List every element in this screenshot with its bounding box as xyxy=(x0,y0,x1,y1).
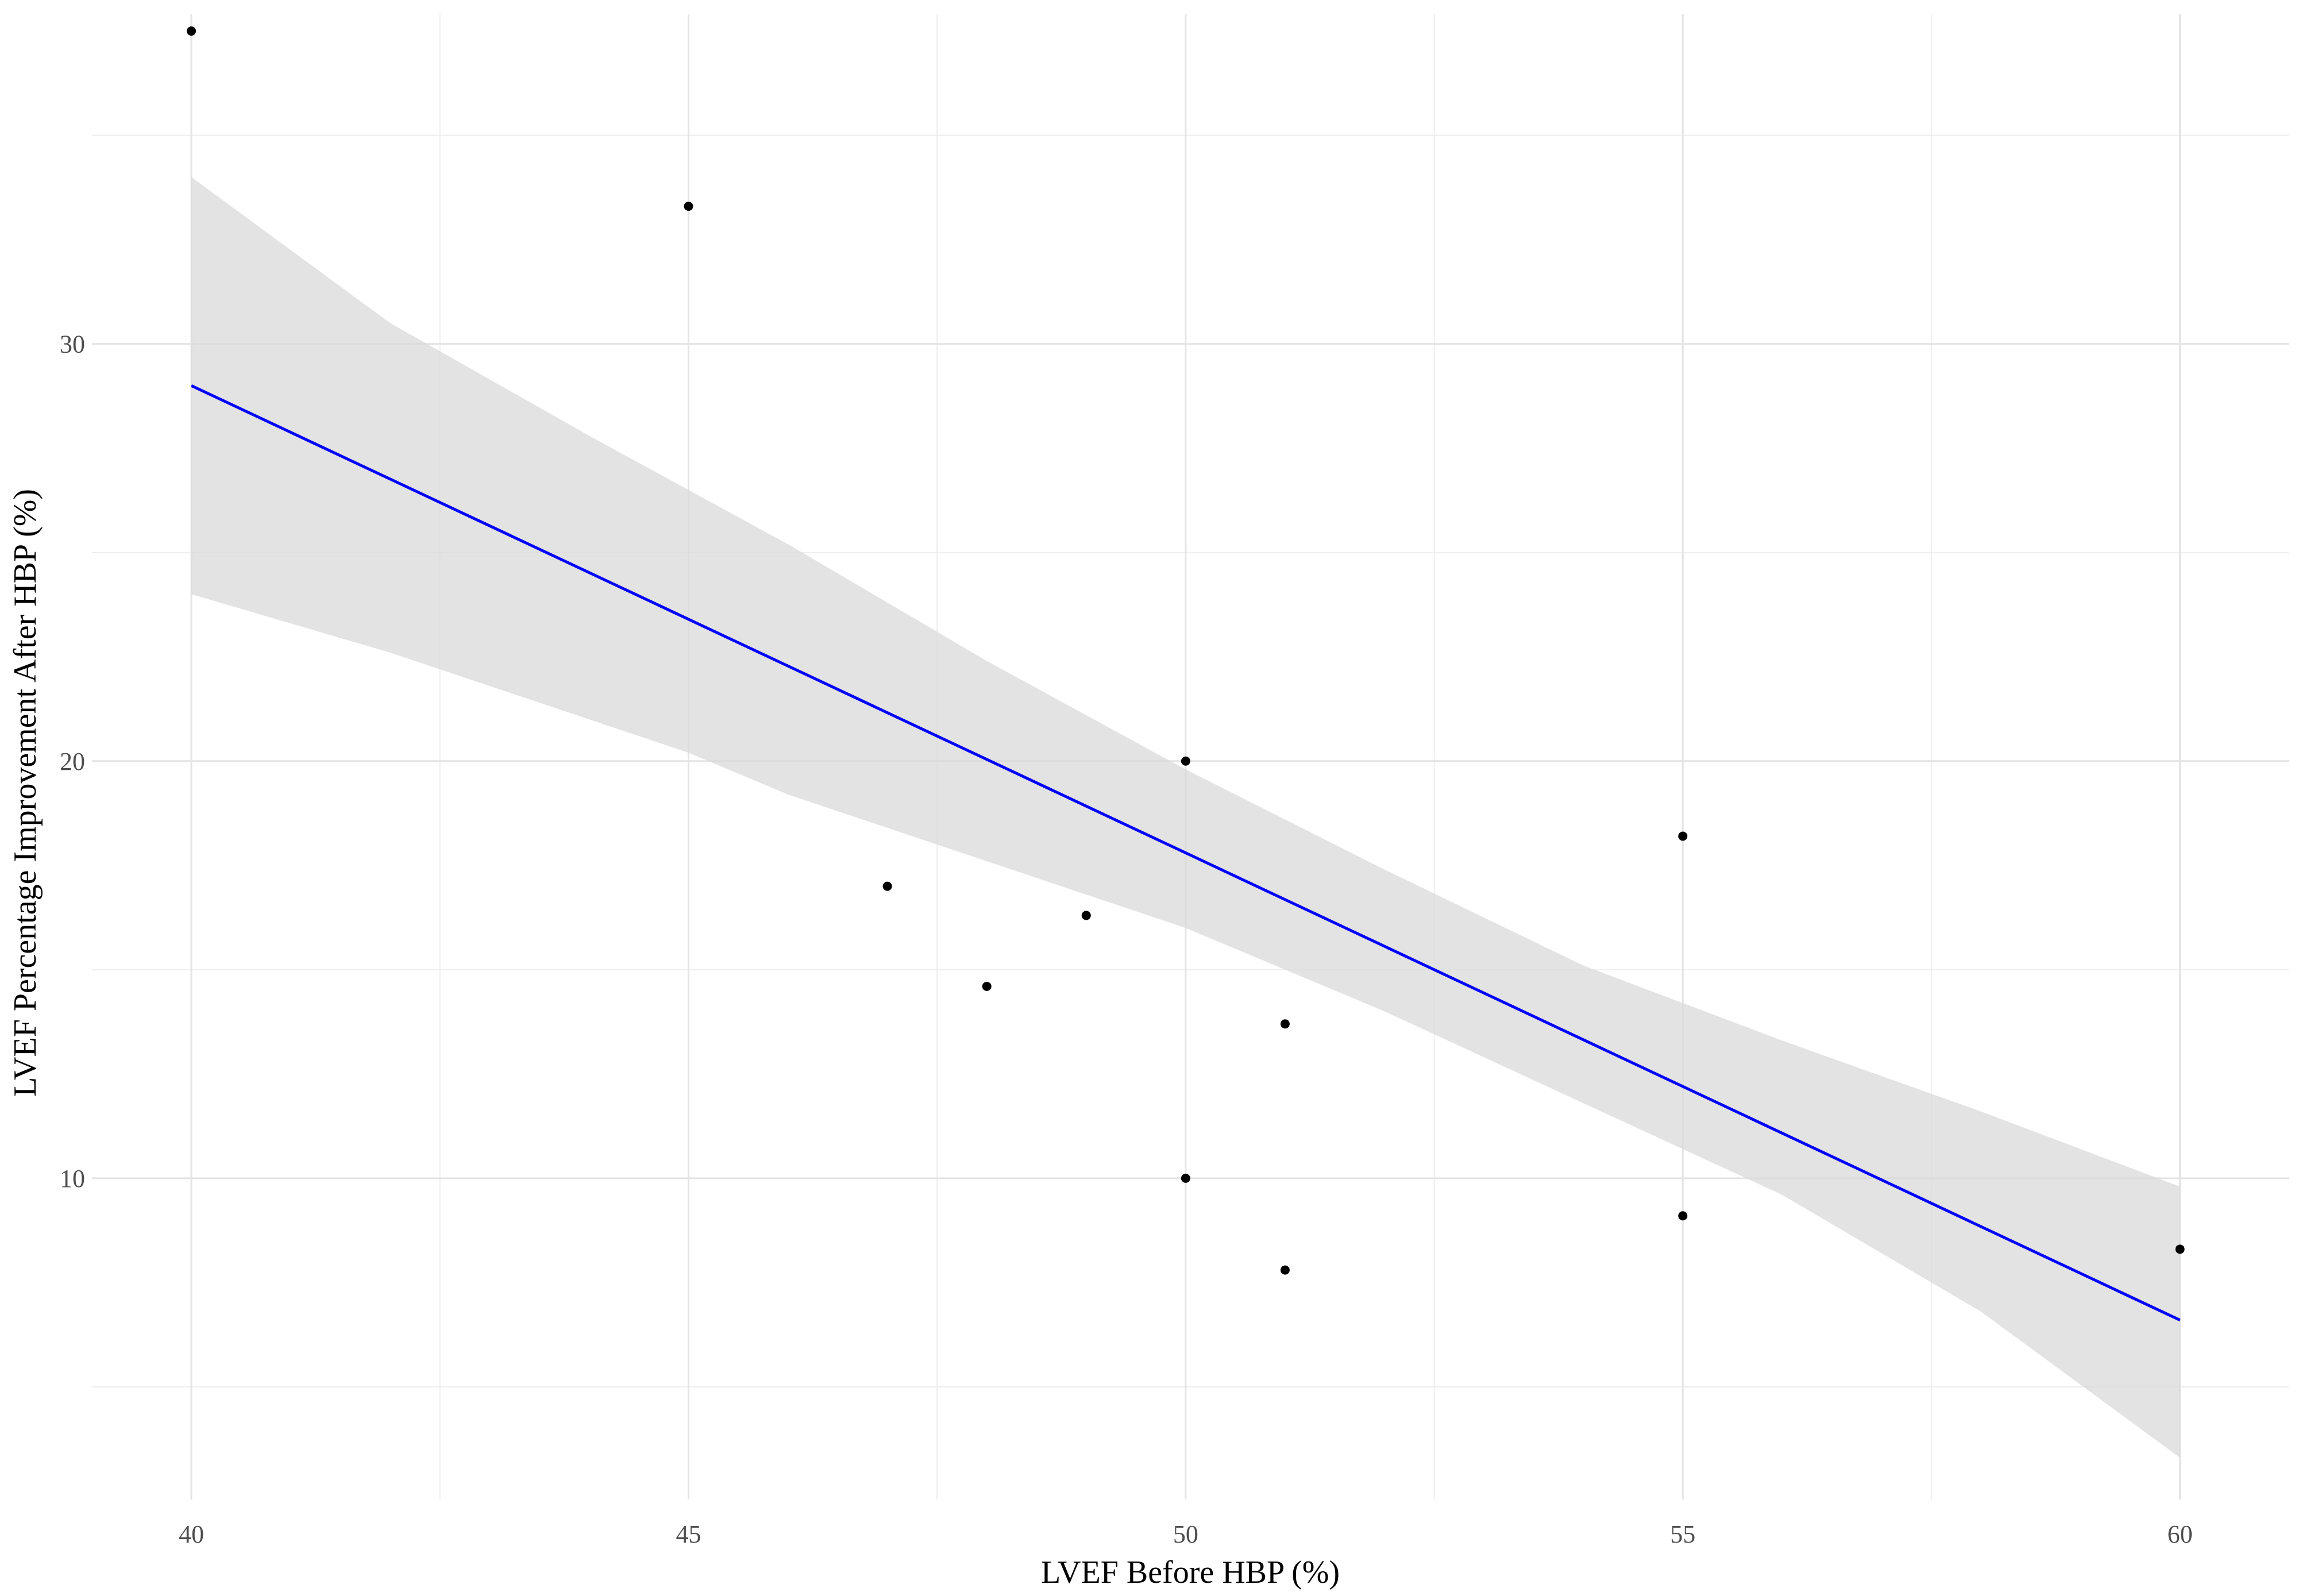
data-point xyxy=(982,981,992,991)
x-axis-title: LVEF Before HBP (%) xyxy=(1041,1555,1340,1590)
x-tick-label: 60 xyxy=(2168,1520,2193,1548)
regression-line xyxy=(191,384,2181,1322)
data-point xyxy=(1181,756,1190,766)
data-point xyxy=(1081,911,1091,920)
y-tick-labels: 10 20 30 xyxy=(60,330,85,1193)
confidence-band xyxy=(191,177,2180,1458)
data-point xyxy=(1181,1173,1190,1183)
data-point xyxy=(2175,1244,2185,1254)
y-axis-title: LVEF Percentage Improvement After HBP (%… xyxy=(7,489,43,1097)
data-point xyxy=(1280,1265,1290,1275)
confidence-band-layer xyxy=(191,177,2180,1458)
x-tick-label: 40 xyxy=(179,1520,204,1548)
x-tick-label: 55 xyxy=(1670,1520,1695,1548)
x-tick-label: 50 xyxy=(1173,1520,1198,1548)
data-point xyxy=(684,202,693,211)
y-tick-label: 30 xyxy=(60,330,85,358)
x-tick-label: 45 xyxy=(676,1520,701,1548)
data-point xyxy=(187,26,196,36)
fit-line-layer xyxy=(191,384,2181,1322)
points-layer xyxy=(187,26,2185,1275)
data-point xyxy=(1678,1211,1688,1221)
y-tick-label: 10 xyxy=(60,1165,85,1193)
data-point xyxy=(882,881,892,891)
x-tick-labels: 40 45 50 55 60 xyxy=(179,1520,2193,1548)
data-point xyxy=(1678,831,1688,841)
data-point xyxy=(1280,1019,1290,1029)
y-tick-label: 20 xyxy=(60,747,85,776)
